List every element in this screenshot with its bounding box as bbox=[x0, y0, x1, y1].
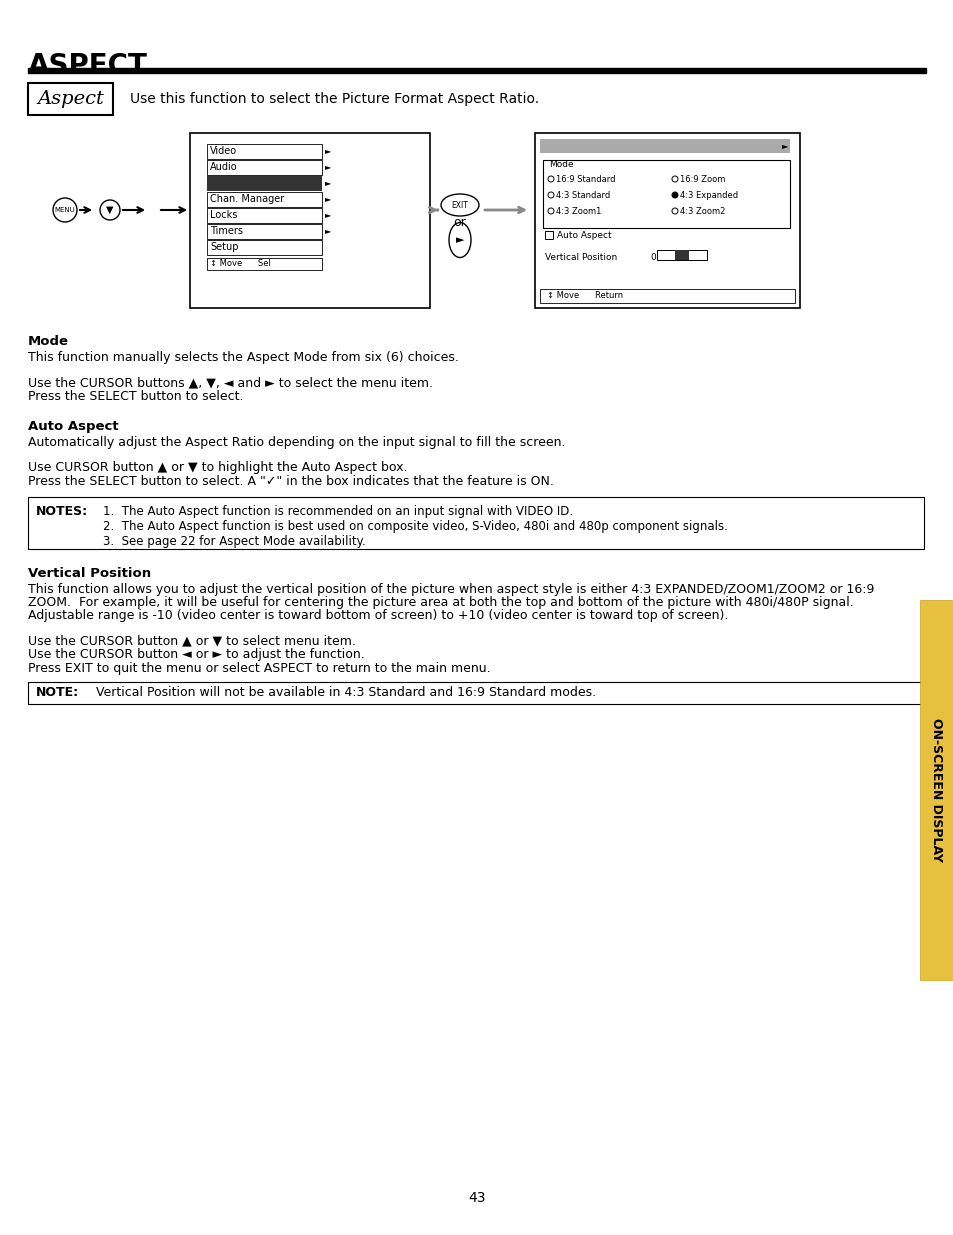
Text: 4:3 Zoom2: 4:3 Zoom2 bbox=[679, 206, 724, 215]
Text: ►: ► bbox=[781, 142, 787, 151]
Text: ►: ► bbox=[325, 226, 331, 236]
Text: 16:9 Standard: 16:9 Standard bbox=[556, 174, 615, 184]
Text: ►: ► bbox=[325, 210, 331, 220]
Text: 4:3 Expanded: 4:3 Expanded bbox=[679, 190, 738, 200]
Bar bbox=[535, 133, 800, 308]
Text: Vertical Position: Vertical Position bbox=[544, 252, 617, 262]
Text: This function manually selects the Aspect Mode from six (6) choices.: This function manually selects the Aspec… bbox=[28, 351, 458, 364]
Bar bbox=[190, 133, 430, 308]
Text: Video: Video bbox=[210, 146, 237, 156]
Circle shape bbox=[671, 191, 678, 198]
Text: Use CURSOR button ▲ or ▼ to highlight the Auto Aspect box.: Use CURSOR button ▲ or ▼ to highlight th… bbox=[28, 461, 407, 474]
Text: Use the CURSOR button ▲ or ▼ to select menu item.: Use the CURSOR button ▲ or ▼ to select m… bbox=[28, 634, 355, 647]
Bar bbox=[675, 249, 688, 261]
Text: ►: ► bbox=[325, 194, 331, 204]
Text: Use the CURSOR buttons ▲, ▼, ◄ and ► to select the menu item.: Use the CURSOR buttons ▲, ▼, ◄ and ► to … bbox=[28, 375, 433, 389]
Text: Locks: Locks bbox=[210, 210, 237, 220]
Text: Auto Aspect: Auto Aspect bbox=[28, 420, 118, 433]
Bar bbox=[657, 249, 706, 261]
Text: ↕ Move      Return: ↕ Move Return bbox=[546, 291, 622, 300]
Text: ►: ► bbox=[325, 179, 331, 188]
Text: Chan. Manager: Chan. Manager bbox=[210, 194, 284, 204]
Text: Timers: Timers bbox=[210, 226, 243, 236]
Text: MENU: MENU bbox=[54, 207, 75, 212]
FancyBboxPatch shape bbox=[542, 161, 789, 228]
Text: 16:9 Zoom: 16:9 Zoom bbox=[679, 174, 724, 184]
Text: Press EXIT to quit the menu or select ASPECT to return to the main menu.: Press EXIT to quit the menu or select AS… bbox=[28, 662, 490, 676]
Bar bbox=[28, 68, 925, 73]
Text: 43: 43 bbox=[468, 1191, 485, 1205]
Bar bbox=[539, 289, 794, 303]
Bar bbox=[207, 240, 322, 254]
Text: Vertical Position will not be available in 4:3 Standard and 16:9 Standard modes.: Vertical Position will not be available … bbox=[96, 687, 596, 699]
Bar bbox=[28, 682, 923, 704]
Text: Mode: Mode bbox=[28, 335, 69, 348]
Bar bbox=[207, 207, 322, 224]
Text: Audio: Audio bbox=[210, 162, 237, 172]
Text: ▼: ▼ bbox=[106, 205, 113, 215]
Text: ↕ Move      Sel: ↕ Move Sel bbox=[210, 259, 271, 268]
Text: 2.  The Auto Aspect function is best used on composite video, S-Video, 480i and : 2. The Auto Aspect function is best used… bbox=[103, 520, 727, 534]
Text: 4:3 Zoom1: 4:3 Zoom1 bbox=[556, 206, 600, 215]
Bar bbox=[207, 177, 322, 191]
Bar bbox=[207, 258, 322, 270]
Text: 0: 0 bbox=[649, 252, 655, 262]
Text: NOTE:: NOTE: bbox=[36, 687, 79, 699]
Text: 4:3 Standard: 4:3 Standard bbox=[556, 190, 610, 200]
Text: ZOOM.  For example, it will be useful for centering the picture area at both the: ZOOM. For example, it will be useful for… bbox=[28, 597, 853, 609]
Text: Auto Aspect: Auto Aspect bbox=[557, 231, 611, 240]
Bar bbox=[207, 144, 322, 159]
Text: Setup: Setup bbox=[210, 242, 238, 252]
Text: Vertical Position: Vertical Position bbox=[28, 567, 151, 580]
Text: This function allows you to adjust the vertical position of the picture when asp: This function allows you to adjust the v… bbox=[28, 583, 874, 597]
Text: ►: ► bbox=[456, 235, 464, 245]
Bar bbox=[207, 161, 322, 175]
Bar bbox=[207, 191, 322, 207]
Text: Press the SELECT button to select.: Press the SELECT button to select. bbox=[28, 390, 243, 403]
Text: ON-SCREEN DISPLAY: ON-SCREEN DISPLAY bbox=[929, 718, 943, 862]
Text: ►: ► bbox=[325, 147, 331, 156]
Text: Mode: Mode bbox=[548, 161, 573, 169]
Text: Aspect: Aspect bbox=[37, 90, 104, 107]
Text: 1.  The Auto Aspect function is recommended on an input signal with VIDEO ID.: 1. The Auto Aspect function is recommend… bbox=[103, 505, 573, 517]
Bar bbox=[28, 496, 923, 550]
Text: Automatically adjust the Aspect Ratio depending on the input signal to fill the : Automatically adjust the Aspect Ratio de… bbox=[28, 436, 565, 450]
Text: 3.  See page 22 for Aspect Mode availability.: 3. See page 22 for Aspect Mode availabil… bbox=[103, 535, 365, 548]
Text: Use the CURSOR button ◄ or ► to adjust the function.: Use the CURSOR button ◄ or ► to adjust t… bbox=[28, 648, 364, 661]
Text: Adjustable range is -10 (video center is toward bottom of screen) to +10 (video : Adjustable range is -10 (video center is… bbox=[28, 609, 727, 622]
Text: Use this function to select the Picture Format Aspect Ratio.: Use this function to select the Picture … bbox=[130, 91, 538, 106]
Bar bbox=[919, 600, 953, 981]
Text: ASPECT: ASPECT bbox=[28, 52, 148, 80]
Text: or: or bbox=[453, 216, 466, 230]
Text: Press the SELECT button to select. A "✓" in the box indicates that the feature i: Press the SELECT button to select. A "✓"… bbox=[28, 475, 554, 488]
Text: ►: ► bbox=[325, 163, 331, 172]
Bar bbox=[539, 140, 789, 153]
Bar bbox=[207, 224, 322, 240]
Text: NOTES:: NOTES: bbox=[36, 505, 88, 517]
Text: EXIT: EXIT bbox=[451, 200, 468, 210]
Bar bbox=[544, 231, 553, 240]
FancyBboxPatch shape bbox=[28, 83, 112, 115]
